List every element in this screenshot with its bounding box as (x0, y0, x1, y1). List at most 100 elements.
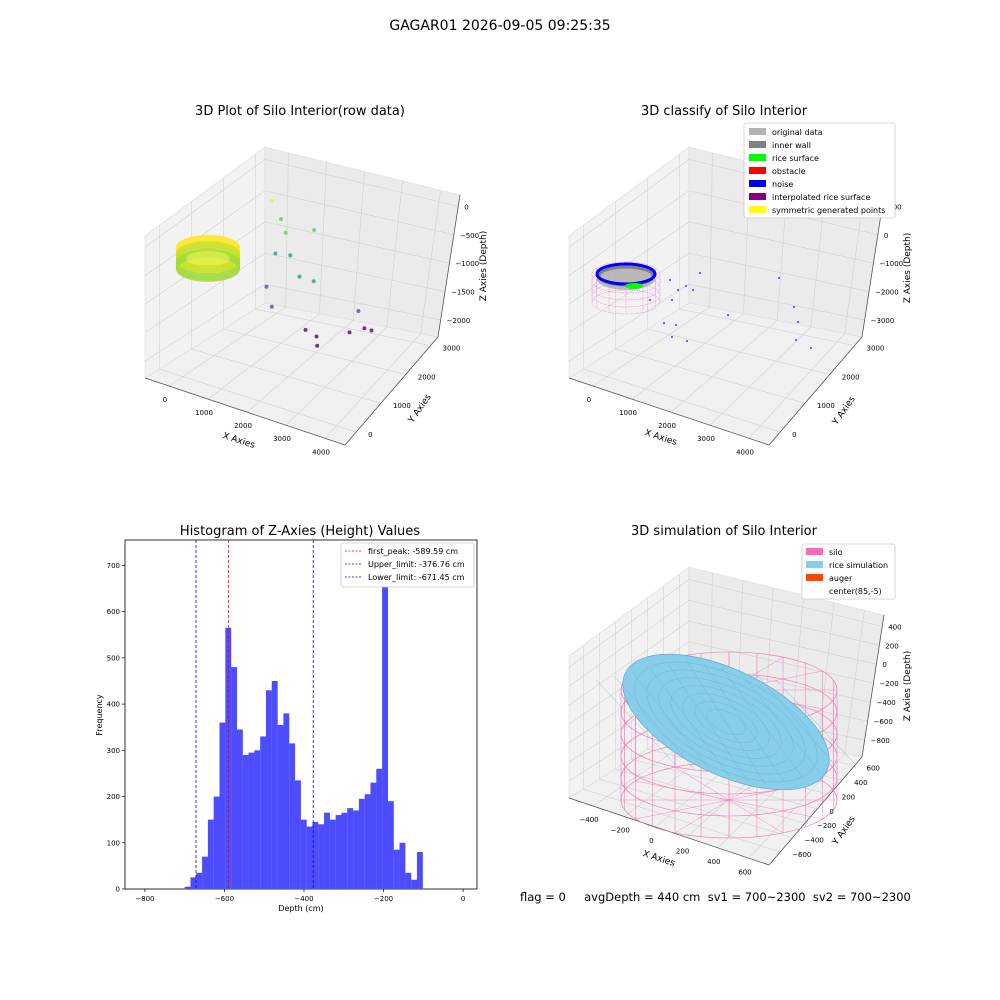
noise-point (795, 339, 797, 341)
histogram-bar (353, 810, 359, 889)
y-tick-label: −600 (792, 851, 811, 859)
noise-point (778, 277, 780, 279)
histogram-bar (283, 713, 289, 889)
y-tick-label: 0 (116, 886, 120, 894)
x-tick-label: 3000 (697, 435, 715, 443)
y-tick-label: 1000 (393, 402, 411, 410)
x-tick-label: 200 (676, 847, 689, 855)
scatter-point (270, 305, 274, 309)
scatter-point (298, 275, 302, 279)
x-tick-label: 2000 (234, 422, 252, 430)
status-footer: flag = 0 avgDepth = 440 cm sv1 = 700~230… (520, 890, 911, 904)
noise-point (649, 299, 651, 301)
scatter-point (315, 344, 319, 348)
simulation-3d-plot: −400−2000200400600−600−400−2000200400600… (500, 500, 1000, 1000)
rice-surface-patch (625, 283, 643, 289)
x-tick-label: −400 (294, 895, 313, 903)
legend-label: center(85,-5) (829, 587, 882, 596)
noise-point (699, 272, 701, 274)
legend: original data inner wall rice surface obsta… (744, 123, 895, 218)
z-tick-label: −2000 (875, 289, 899, 297)
noise-point (797, 321, 799, 323)
histogram-bar (190, 877, 196, 889)
z-tick-label: 200 (885, 642, 898, 650)
ring-core (186, 251, 230, 265)
legend-swatch (749, 180, 766, 187)
y-tick-label: 0 (829, 808, 833, 816)
legend-swatch (749, 206, 766, 213)
legend-label: inner wall (772, 141, 811, 150)
histogram-bar (376, 769, 382, 889)
legend-swatch (749, 128, 766, 135)
histogram-bar (254, 750, 260, 889)
legend: first_peak: -589.59 cm Upper_limit: -376.… (341, 543, 474, 587)
scatter-point (348, 330, 352, 334)
noise-point (692, 289, 694, 291)
histogram-bar (249, 753, 255, 889)
y-tick-label: 200 (842, 793, 855, 801)
z-tick-label: −400 (877, 699, 896, 707)
z-tick-label: −3000 (871, 317, 895, 325)
x-tick-label: −400 (579, 816, 598, 824)
legend-label: auger (829, 574, 853, 583)
histogram-bar (405, 873, 411, 889)
y-tick-label: 0 (368, 431, 372, 439)
y-tick-label: −200 (817, 822, 836, 830)
noise-point (793, 306, 795, 308)
scatter-point (270, 199, 274, 203)
y-tick-label: 600 (107, 608, 120, 616)
legend-swatch (806, 561, 823, 568)
legend-label: Upper_limit: -376.76 cm (368, 560, 465, 569)
histogram-bar (336, 815, 342, 889)
histogram-bar (214, 797, 220, 889)
noise-point (669, 279, 671, 281)
histogram-bar (318, 824, 324, 889)
z-tick-label: −1000 (455, 260, 479, 268)
y-tick-label: 0 (792, 431, 796, 439)
y-tick-label: 300 (107, 747, 120, 755)
y-axis-label: Y Axies (830, 814, 858, 847)
noise-point (671, 336, 673, 338)
z-axis-label: Z Axies (Depth) (479, 231, 489, 302)
z-tick-label: −2000 (447, 317, 471, 325)
scatter-point (273, 251, 277, 255)
histogram-bar (231, 667, 237, 889)
z-tick-label: 0 (884, 232, 888, 240)
legend-label: first_peak: -589.59 cm (368, 547, 458, 556)
z-tick-label: −500 (460, 232, 479, 240)
legend-label: rice simulation (829, 561, 888, 570)
legend-label: Lower_limit: -671.45 cm (368, 573, 465, 582)
histogram-bar (295, 780, 301, 889)
z-tick-label: −600 (874, 718, 893, 726)
histogram-bar (347, 808, 353, 889)
histogram-bar (382, 565, 388, 889)
x-tick-label: 3000 (273, 435, 291, 443)
histogram-bar (417, 852, 423, 889)
x-axis-label: Depth (cm) (278, 904, 323, 913)
x-tick-label: 4000 (736, 448, 754, 456)
y-tick-label: 200 (107, 793, 120, 801)
legend-label: noise (772, 180, 793, 189)
histogram-bar (301, 820, 307, 889)
x-tick-label: −800 (135, 895, 154, 903)
silo-ring-cluster (177, 236, 239, 281)
scatter-point (370, 329, 374, 333)
scatter-point (312, 228, 316, 232)
legend-label: original data (772, 128, 823, 137)
scatter-point (304, 328, 308, 332)
legend-swatch (749, 141, 766, 148)
x-tick-label: 0 (163, 396, 167, 404)
y-tick-label: 400 (107, 701, 120, 709)
z-tick-label: 0 (464, 203, 468, 211)
histogram-bar (272, 681, 278, 889)
x-tick-label: 1000 (195, 409, 213, 417)
z-tick-label: −800 (871, 737, 890, 745)
legend-label: symmetric generated points (772, 206, 885, 215)
scatter-point (288, 253, 292, 257)
axes-pane (145, 147, 460, 445)
y-tick-label: 2000 (418, 373, 436, 381)
histogram-bar (365, 794, 371, 889)
noise-point (663, 322, 665, 324)
y-tick-label: 500 (107, 654, 120, 662)
histogram-bar (289, 743, 295, 889)
